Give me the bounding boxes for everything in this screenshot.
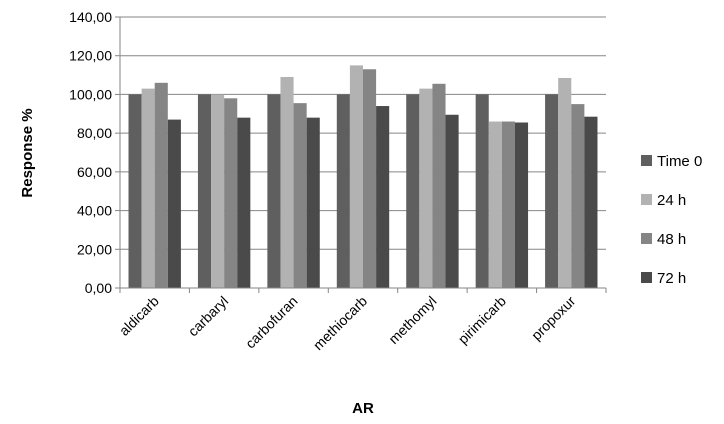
legend-swatch <box>641 194 652 205</box>
y-tick-labels: 0,00 20,00 40,00 60,00 80,00 100,00 120,00 140,… <box>69 9 112 296</box>
x-tick-label: aldicarb <box>116 293 162 339</box>
legend: Time 0 24 h 48 h 72 h <box>641 153 702 287</box>
bar-propoxur-time-0 <box>545 94 559 288</box>
bar-carbofuran-24-h <box>280 77 294 288</box>
bar-carbaryl-72-h <box>237 117 251 289</box>
legend-label: 48 h <box>657 231 686 248</box>
legend-label: 72 h <box>657 270 686 287</box>
bar-aldicarb-72-h <box>167 119 181 288</box>
y-tick-label: 60,00 <box>77 164 112 180</box>
x-tick-label: carbofuran <box>242 293 301 352</box>
x-tick-label: pirimicarb <box>455 293 509 347</box>
bar-methomyl-72-h <box>445 114 459 288</box>
bar-aldicarb-24-h <box>141 88 155 288</box>
x-tick-label: methomyl <box>385 293 439 347</box>
bar-pirimicarb-time-0 <box>475 94 489 288</box>
bar-methomyl-time-0 <box>406 94 420 288</box>
bar-carbaryl-48-h <box>224 98 238 288</box>
bar-propoxur-48-h <box>571 104 585 288</box>
y-tick-label: 0,00 <box>85 280 112 296</box>
x-tick-label: methiocarb <box>310 293 370 353</box>
bars <box>128 65 598 289</box>
x-tick-label: propoxur <box>528 293 579 344</box>
bar-carbofuran-time-0 <box>267 94 281 288</box>
legend-label: Time 0 <box>657 153 702 170</box>
y-tick-label: 100,00 <box>69 86 112 102</box>
bar-carbaryl-time-0 <box>197 94 212 288</box>
bar-methiocarb-48-h <box>363 69 377 288</box>
y-tick-label: 80,00 <box>77 125 112 141</box>
y-axis-title: Response % <box>19 108 36 197</box>
bar-pirimicarb-24-h <box>488 121 502 289</box>
bar-carbofuran-48-h <box>293 103 307 288</box>
y-tick-label: 40,00 <box>77 203 112 219</box>
legend-swatch <box>641 155 652 166</box>
bar-propoxur-72-h <box>584 116 598 288</box>
y-tick-label: 120,00 <box>69 48 112 64</box>
x-tick-label: carbaryl <box>185 293 232 340</box>
y-tick-label: 140,00 <box>69 9 112 25</box>
bar-methomyl-24-h <box>419 88 433 288</box>
bar-methiocarb-72-h <box>376 106 390 289</box>
y-tick-label: 20,00 <box>77 241 112 257</box>
bar-aldicarb-time-0 <box>128 94 142 288</box>
x-tick-labels: aldicarb carbaryl carbofuran methiocarb meth… <box>116 293 579 354</box>
bar-pirimicarb-48-h <box>501 121 515 289</box>
bar-aldicarb-48-h <box>154 82 168 288</box>
axes <box>119 17 607 293</box>
bar-propoxur-24-h <box>558 77 572 288</box>
bar-methiocarb-24-h <box>349 65 363 289</box>
legend-swatch <box>641 233 652 244</box>
bar-carbofuran-72-h <box>306 117 320 289</box>
bar-pirimicarb-72-h <box>514 122 529 288</box>
bar-carbaryl-24-h <box>211 94 225 288</box>
legend-label: 24 h <box>657 192 686 209</box>
bar-methomyl-48-h <box>432 83 446 289</box>
bar-methiocarb-time-0 <box>336 94 350 288</box>
x-axis-title: AR <box>352 400 374 417</box>
legend-swatch <box>641 272 652 283</box>
